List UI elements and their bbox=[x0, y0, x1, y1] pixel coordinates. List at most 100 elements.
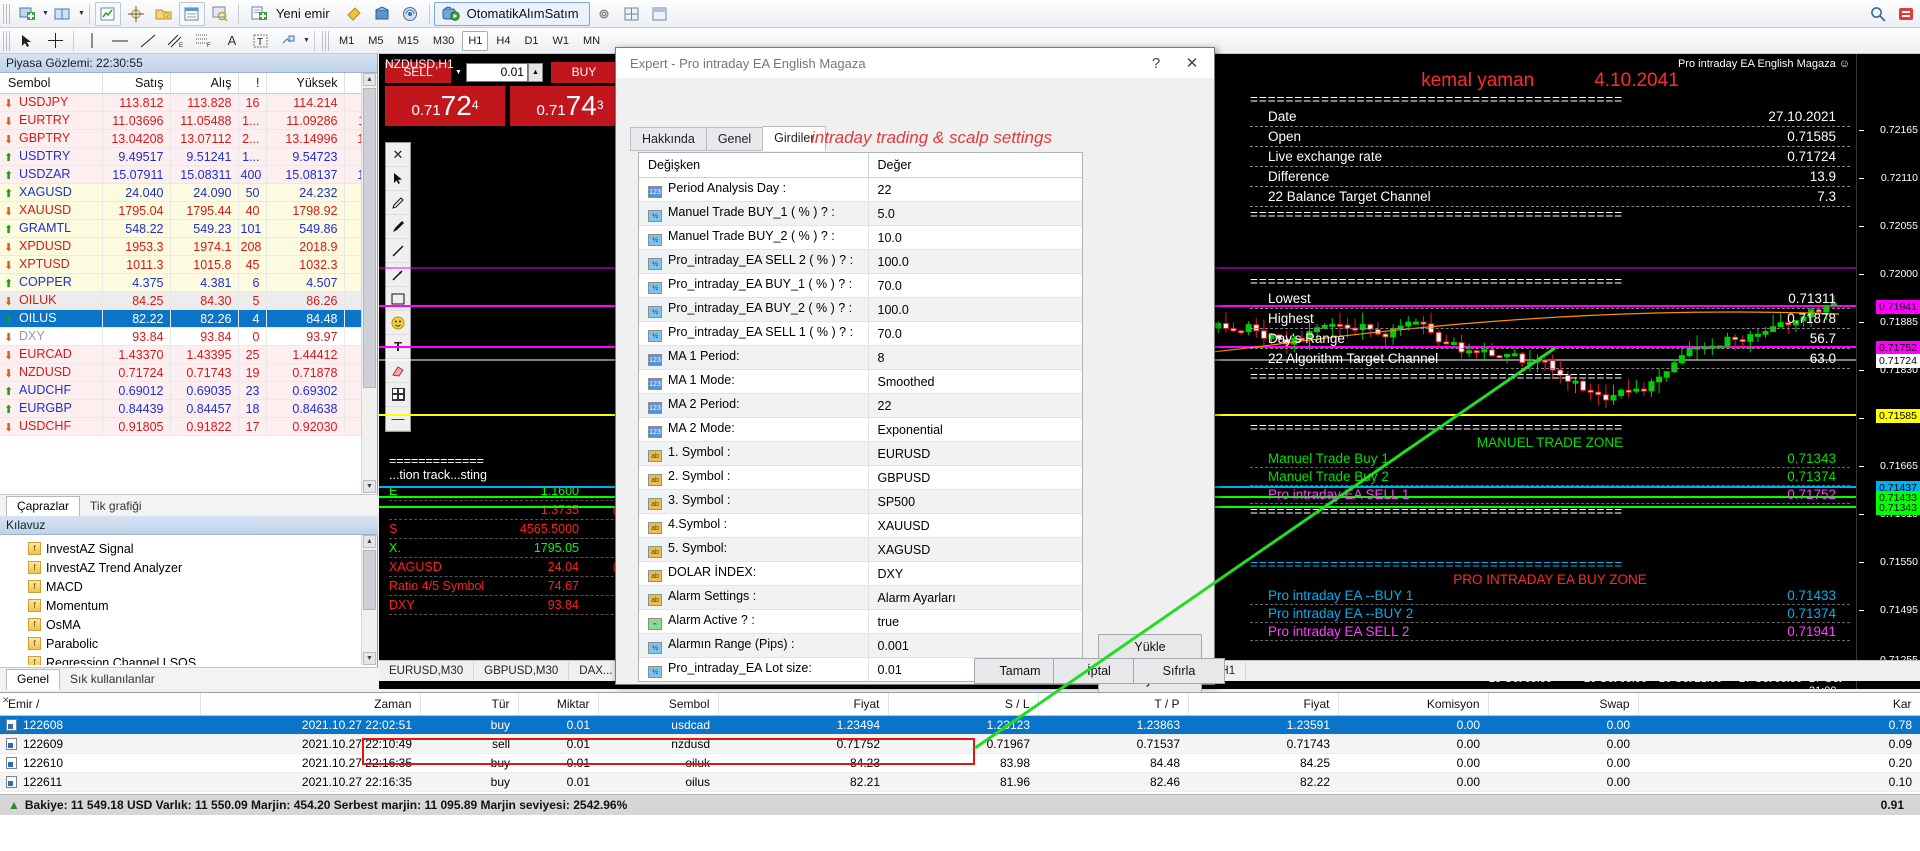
navigator-item[interactable]: f Regression Channel LSOS bbox=[4, 653, 362, 665]
sell-button[interactable]: SELL bbox=[385, 61, 451, 83]
input-value-cell[interactable]: 10.0 bbox=[868, 225, 1082, 250]
toolbar2-grip[interactable] bbox=[3, 30, 10, 51]
close-icon[interactable]: ✕ bbox=[1185, 55, 1199, 72]
profiles-caret-icon[interactable]: ▼ bbox=[77, 10, 85, 17]
strategy-tester-icon[interactable] bbox=[207, 2, 233, 26]
input-row[interactable]: ab 1. Symbol : EURUSD bbox=[639, 441, 1082, 466]
pen-tool-icon[interactable] bbox=[386, 215, 410, 239]
timeframe-m1[interactable]: M1 bbox=[338, 34, 355, 47]
crosshair-tool-icon[interactable] bbox=[41, 31, 69, 51]
terminal-icon[interactable] bbox=[178, 1, 205, 26]
eraser-tool-icon[interactable] bbox=[386, 359, 410, 383]
input-row[interactable]: ½ Pro_intraday_EA SELL 1 ( % ) ? : 70.0 bbox=[639, 321, 1082, 346]
timeframe-w1[interactable]: W1 bbox=[552, 34, 570, 47]
input-row[interactable]: ½ Pro_intraday_EA BUY_1 ( % ) ? : 70.0 bbox=[639, 273, 1082, 298]
navigator-item[interactable]: f Parabolic bbox=[4, 634, 362, 653]
timeframe-m30[interactable]: M30 bbox=[432, 34, 455, 47]
timeframe-h1[interactable]: H1 bbox=[462, 30, 489, 51]
input-row[interactable]: ab 4.Symbol : XAUUSD bbox=[639, 513, 1082, 538]
chart-tab-eurusd-m30[interactable]: EURUSD,M30 bbox=[379, 662, 475, 680]
reset-button[interactable]: Sıfırla bbox=[1133, 658, 1225, 684]
market-watch-row[interactable]: ⬇GBPTRY13.0420813.071122...13.1499613.01… bbox=[0, 129, 362, 148]
navigator-item[interactable]: f InvestAZ Trend Analyzer bbox=[4, 558, 362, 577]
input-value-cell[interactable]: 0.001 bbox=[868, 633, 1082, 658]
nav-scroll-thumb[interactable] bbox=[363, 550, 376, 610]
input-value-cell[interactable]: 8 bbox=[868, 345, 1082, 370]
input-value-cell[interactable]: 5.0 bbox=[868, 201, 1082, 226]
trendline-icon[interactable] bbox=[134, 31, 162, 51]
terminal-col-6[interactable]: S / L bbox=[888, 693, 1039, 716]
price-scale[interactable]: 0.72165 0.72110 0.72055 0.72000 0.71885 0.718… bbox=[1856, 54, 1920, 689]
input-row[interactable]: ab 5. Symbol: XAGUSD bbox=[639, 537, 1082, 562]
input-value-cell[interactable]: 100.0 bbox=[868, 249, 1082, 274]
market-icon[interactable] bbox=[370, 2, 396, 26]
mw-col-yüksek[interactable]: Yüksek bbox=[266, 73, 345, 94]
order-row[interactable]: 122608 2021.10.27 22:02:51 buy 0.01 usdcad 1.… bbox=[0, 715, 1920, 735]
order-row[interactable]: 122610 2021.10.27 22:16:35 buy 0.01 oiluk 84.… bbox=[0, 753, 1920, 773]
market-watch-scrollbar[interactable]: ▲ ▼ bbox=[361, 73, 377, 493]
cursor-tool-icon[interactable] bbox=[386, 167, 410, 191]
search-icon[interactable] bbox=[1865, 2, 1891, 26]
terminal-col-9[interactable]: Komisyon bbox=[1338, 693, 1489, 716]
shapes-icon[interactable] bbox=[274, 31, 302, 51]
signals-icon[interactable] bbox=[398, 2, 424, 26]
one-click-trading-panel[interactable]: SELL ▼ 0.01 ▲ BUY 0.71724 0.71743 bbox=[385, 60, 630, 130]
market-watch-row[interactable]: ⬇EURTRY11.0369611.054881...11.0928611.00… bbox=[0, 111, 362, 130]
input-value-cell[interactable]: 22 bbox=[868, 393, 1082, 418]
grid-tool-icon[interactable] bbox=[386, 383, 410, 407]
help-icon[interactable]: ? bbox=[1151, 54, 1161, 72]
input-value-cell[interactable]: 100.0 bbox=[868, 297, 1082, 322]
mw-col-![interactable]: ! bbox=[238, 73, 267, 94]
terminal-col-7[interactable]: T / P bbox=[1038, 693, 1189, 716]
notification-icon[interactable] bbox=[1893, 2, 1919, 26]
mw-col-alış[interactable]: Alış bbox=[170, 73, 239, 94]
new-chart-icon[interactable] bbox=[14, 2, 40, 26]
input-row[interactable]: 123 MA 1 Period: 8 bbox=[639, 345, 1082, 370]
mw-col-satış[interactable]: Satış bbox=[102, 73, 171, 94]
inputs-grid-wrap[interactable]: Değişken Değer 123 Period Analysis Day : 22… bbox=[638, 152, 1083, 682]
shapes-caret-icon[interactable]: ▼ bbox=[303, 37, 310, 44]
experts-settings-icon[interactable] bbox=[591, 2, 617, 26]
order-row[interactable]: 122609 2021.10.27 22:10:49 sell 0.01 nzdusd 0… bbox=[0, 734, 1920, 754]
close-icon[interactable]: ✕ bbox=[386, 143, 410, 167]
terminal-col-3[interactable]: Miktar bbox=[518, 693, 599, 716]
input-row[interactable]: 123 Period Analysis Day : 22 bbox=[639, 177, 1082, 202]
input-value-cell[interactable]: XAUUSD bbox=[868, 513, 1082, 538]
input-row[interactable]: 123 MA 1 Mode: Smoothed bbox=[639, 369, 1082, 394]
profiles-icon[interactable] bbox=[50, 2, 76, 26]
favorites-icon[interactable] bbox=[151, 2, 177, 26]
nav-scroll-down-arrow[interactable]: ▼ bbox=[363, 652, 376, 665]
dialog-tab-girdiler[interactable]: Girdiler bbox=[762, 126, 827, 151]
vertical-line-icon[interactable] bbox=[78, 31, 106, 51]
timeframe-m15[interactable]: M15 bbox=[397, 34, 419, 47]
new-order-button[interactable]: Yeni emir bbox=[243, 2, 341, 26]
input-value-cell[interactable]: 22 bbox=[868, 177, 1082, 202]
input-row[interactable]: 123 MA 2 Mode: Exponential bbox=[639, 417, 1082, 442]
scroll-thumb[interactable] bbox=[363, 88, 376, 388]
input-row[interactable]: ½ Pro_intraday_EA SELL 2 ( % ) ? : 100.0 bbox=[639, 249, 1082, 274]
volume-input[interactable]: 0.01 bbox=[465, 62, 528, 82]
terminal-col-5[interactable]: Fiyat bbox=[718, 693, 889, 716]
input-row[interactable]: ½ Manuel Trade BUY_1 ( % ) ? : 5.0 bbox=[639, 201, 1082, 226]
smiley-tool-icon[interactable] bbox=[386, 311, 410, 335]
inputs-grid[interactable]: Değişken Değer 123 Period Analysis Day : 22… bbox=[639, 153, 1082, 681]
pencil-tool-icon[interactable] bbox=[386, 191, 410, 215]
fibonacci-icon[interactable]: F bbox=[190, 31, 218, 51]
nav-scroll-up-arrow[interactable]: ▲ bbox=[363, 535, 376, 548]
timeframe-mn[interactable]: MN bbox=[583, 34, 601, 47]
text-icon[interactable]: A bbox=[227, 33, 237, 48]
timeframe-d1[interactable]: D1 bbox=[524, 34, 539, 47]
input-value-cell[interactable]: 70.0 bbox=[868, 321, 1082, 346]
chart-tab-gbpusd-m30[interactable]: GBPUSD,M30 bbox=[474, 662, 570, 680]
